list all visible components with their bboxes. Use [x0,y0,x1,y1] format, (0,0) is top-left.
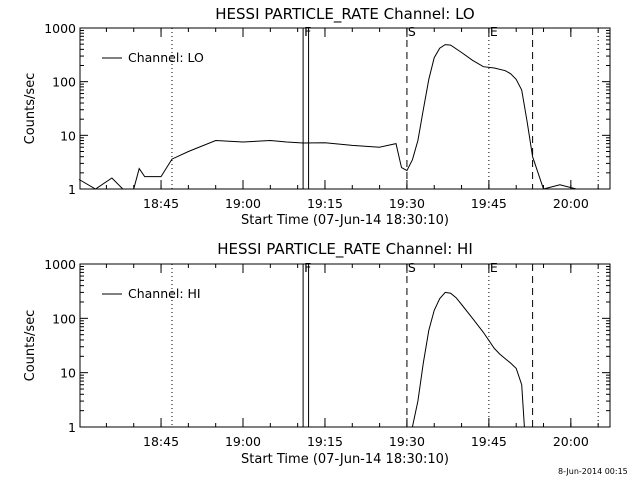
marker-label-S: S [408,260,416,275]
marker-label-E: E [490,260,498,275]
x-tick-label: 20:00 [553,196,589,211]
x-tick-label: 19:00 [225,196,261,211]
y-axis-label: Counts/sec [23,73,38,145]
y-tick-label: 10 [60,128,76,143]
x-tick-label: 18:45 [143,196,179,211]
y-tick-label: 10 [60,366,76,381]
plot-frame [79,263,611,428]
x-tick-label: 19:00 [225,434,261,449]
x-axis-label: Start Time (07-Jun-14 18:30:10) [241,213,449,228]
y-tick-label: 1000 [44,21,76,36]
x-tick-label: 19:30 [389,196,425,211]
marker-label-S: S [408,24,416,39]
x-tick-label: 19:15 [307,196,343,211]
y-tick-label: 1 [68,420,76,435]
marker-label-E: E [490,24,498,39]
y-tick-label: 1 [68,182,76,197]
y-axis-label: Counts/sec [23,310,38,382]
y-tick-label: 100 [52,311,76,326]
panel-hi: HESSI PARTICLE_RATE Channel: HI Counts/se… [23,240,611,467]
plot-frame [79,27,611,190]
y-tick-label: 100 [52,75,76,90]
chart-title: HESSI PARTICLE_RATE Channel: HI [217,240,473,259]
x-axis-label: Start Time (07-Jun-14 18:30:10) [241,452,449,467]
panel-lo: HESSI PARTICLE_RATE Channel: LO Counts/se… [23,5,611,228]
y-tick-label: 1000 [44,257,76,272]
chart-title: HESSI PARTICLE_RATE Channel: LO [215,5,474,24]
x-tick-label: 19:45 [471,196,507,211]
marker-label-F: F [304,260,311,275]
series-line [411,291,525,428]
x-tick-label: 19:15 [307,434,343,449]
x-tick-label: 19:30 [389,434,425,449]
legend-label: Channel: HI [128,286,201,301]
marker-label-F: F [304,24,311,39]
x-tick-label: 19:45 [471,434,507,449]
x-tick-label: 20:00 [553,434,589,449]
footer-timestamp: 8-Jun-2014 00:15 [558,467,628,476]
legend-label: Channel: LO [128,50,204,65]
x-tick-label: 18:45 [143,434,179,449]
series-line [78,44,599,190]
